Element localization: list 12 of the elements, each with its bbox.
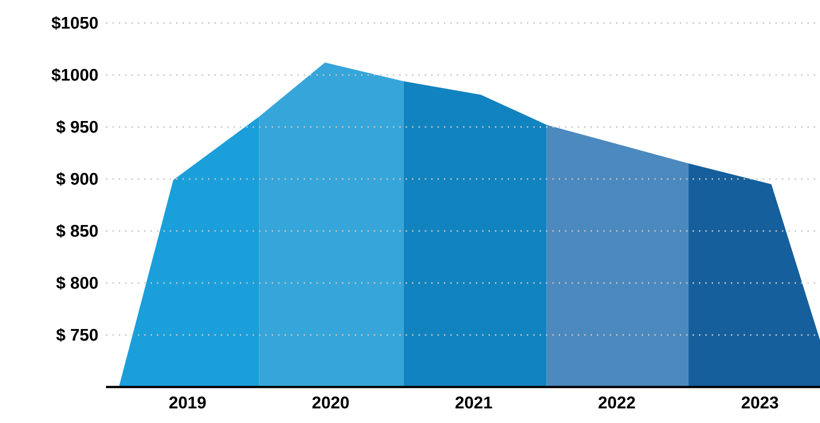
x-tick-label: 2023 bbox=[742, 396, 778, 409]
y-tick-label: $1050 bbox=[52, 16, 98, 30]
y-tick-label: $ 800 bbox=[56, 276, 98, 290]
x-tick-label: 2021 bbox=[455, 396, 492, 409]
y-tick-label: $ 850 bbox=[56, 224, 98, 238]
x-tick-label: 2020 bbox=[312, 396, 349, 409]
y-tick-label: $1000 bbox=[52, 68, 98, 82]
y-tick-label: $ 900 bbox=[56, 172, 98, 186]
x-tick-label: 2019 bbox=[169, 396, 206, 409]
y-tick-label: $ 950 bbox=[56, 120, 98, 134]
x-tick-label: 2022 bbox=[598, 396, 635, 409]
y-tick-label: $ 750 bbox=[56, 328, 98, 342]
